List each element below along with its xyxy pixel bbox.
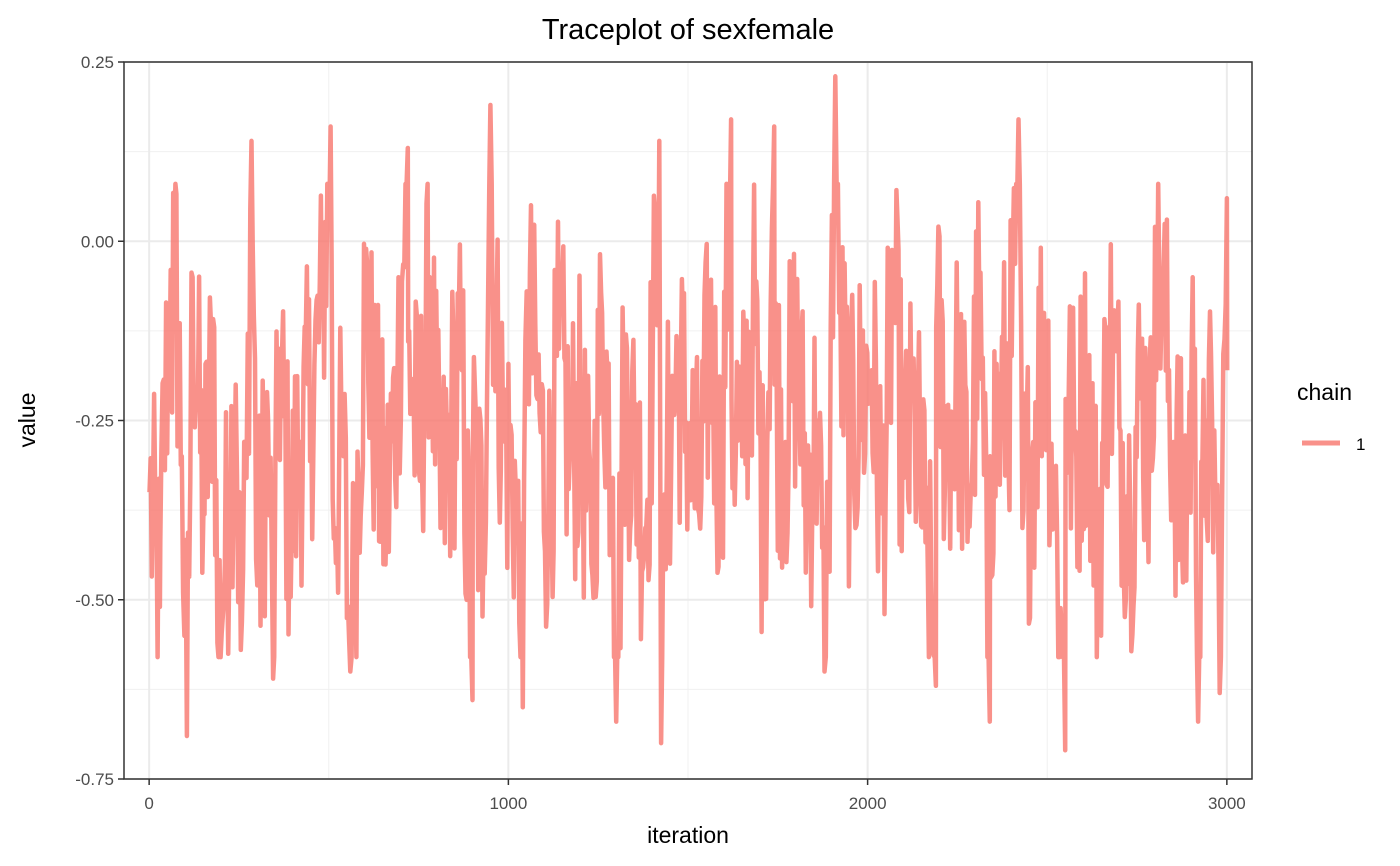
x-tick-label: 1000 xyxy=(489,794,527,813)
y-axis-ticks: -0.75 -0.50 -0.25 0.00 0.25 xyxy=(75,53,124,789)
y-axis-title: value xyxy=(14,393,40,448)
trace-line-chain-1 xyxy=(147,74,1230,753)
legend-title: chain xyxy=(1297,379,1352,405)
y-tick-label: -0.75 xyxy=(75,770,114,789)
y-tick-label: -0.25 xyxy=(75,412,114,431)
y-tick-label: 0.25 xyxy=(81,53,114,72)
legend: chain 1 xyxy=(1297,379,1365,454)
chart-title: Traceplot of sexfemale xyxy=(542,14,834,46)
x-tick-label: 2000 xyxy=(849,794,887,813)
y-tick-label: -0.50 xyxy=(75,591,114,610)
legend-label: 1 xyxy=(1356,435,1365,454)
x-axis-title: iteration xyxy=(647,822,729,848)
series-layer xyxy=(147,74,1230,753)
x-axis-ticks: 0 1000 2000 3000 xyxy=(144,779,1246,813)
x-tick-label: 3000 xyxy=(1208,794,1246,813)
y-tick-label: 0.00 xyxy=(81,232,114,251)
x-tick-label: 0 xyxy=(144,794,153,813)
